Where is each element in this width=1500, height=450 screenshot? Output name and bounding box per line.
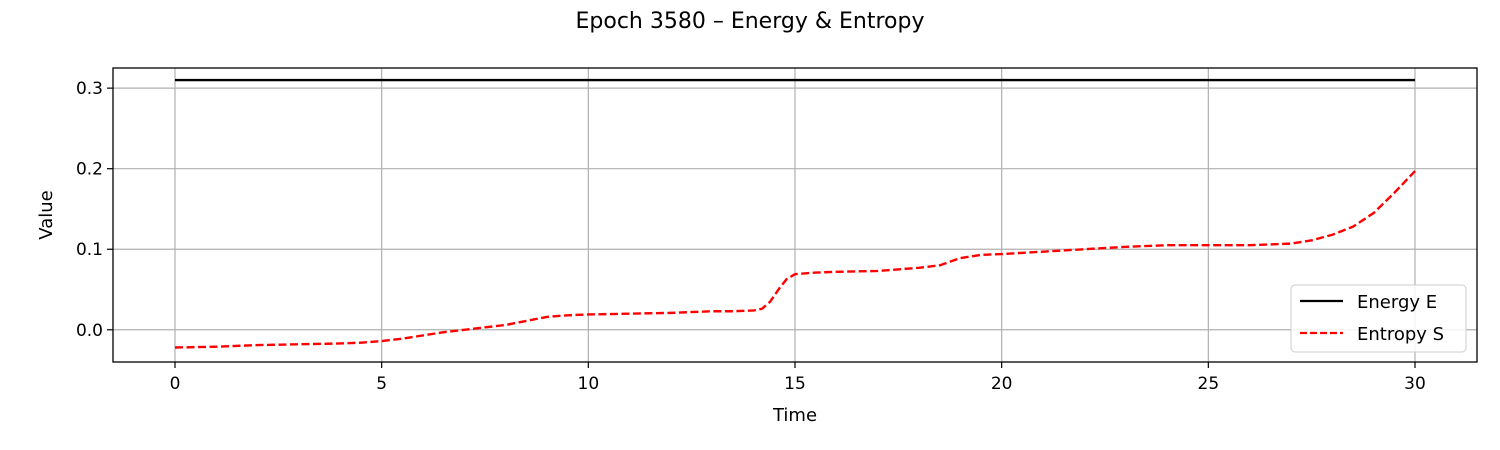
- y-tick-label: 0.0: [76, 321, 103, 341]
- x-tick-label: 30: [1404, 374, 1426, 394]
- x-tick-label: 25: [1198, 374, 1220, 394]
- y-tick-label: 0.1: [76, 240, 103, 260]
- grid-layer: [113, 68, 1477, 362]
- ticks-layer: 0 5 10 15 20 25 30 0.0 0.1 0.2 0.3: [76, 79, 1426, 394]
- legend-label-energy: Energy E: [1357, 292, 1437, 313]
- y-tick-label: 0.3: [76, 79, 103, 99]
- series-layer: [174, 78, 1416, 349]
- y-tick-label: 0.2: [76, 160, 103, 180]
- x-axis-label: Time: [772, 405, 817, 426]
- x-tick-label: 15: [784, 374, 806, 394]
- y-axis-label: Value: [36, 190, 57, 239]
- legend-label-entropy: Entropy S: [1357, 324, 1444, 345]
- x-tick-label: 20: [991, 374, 1013, 394]
- legend: Energy E Entropy S: [1290, 284, 1467, 353]
- series-line-entropy-s: [174, 170, 1416, 349]
- x-tick-label: 5: [376, 374, 387, 394]
- chart-title: Epoch 3580 – Energy & Entropy: [576, 9, 925, 34]
- x-tick-label: 10: [578, 374, 600, 394]
- x-tick-label: 0: [170, 374, 181, 394]
